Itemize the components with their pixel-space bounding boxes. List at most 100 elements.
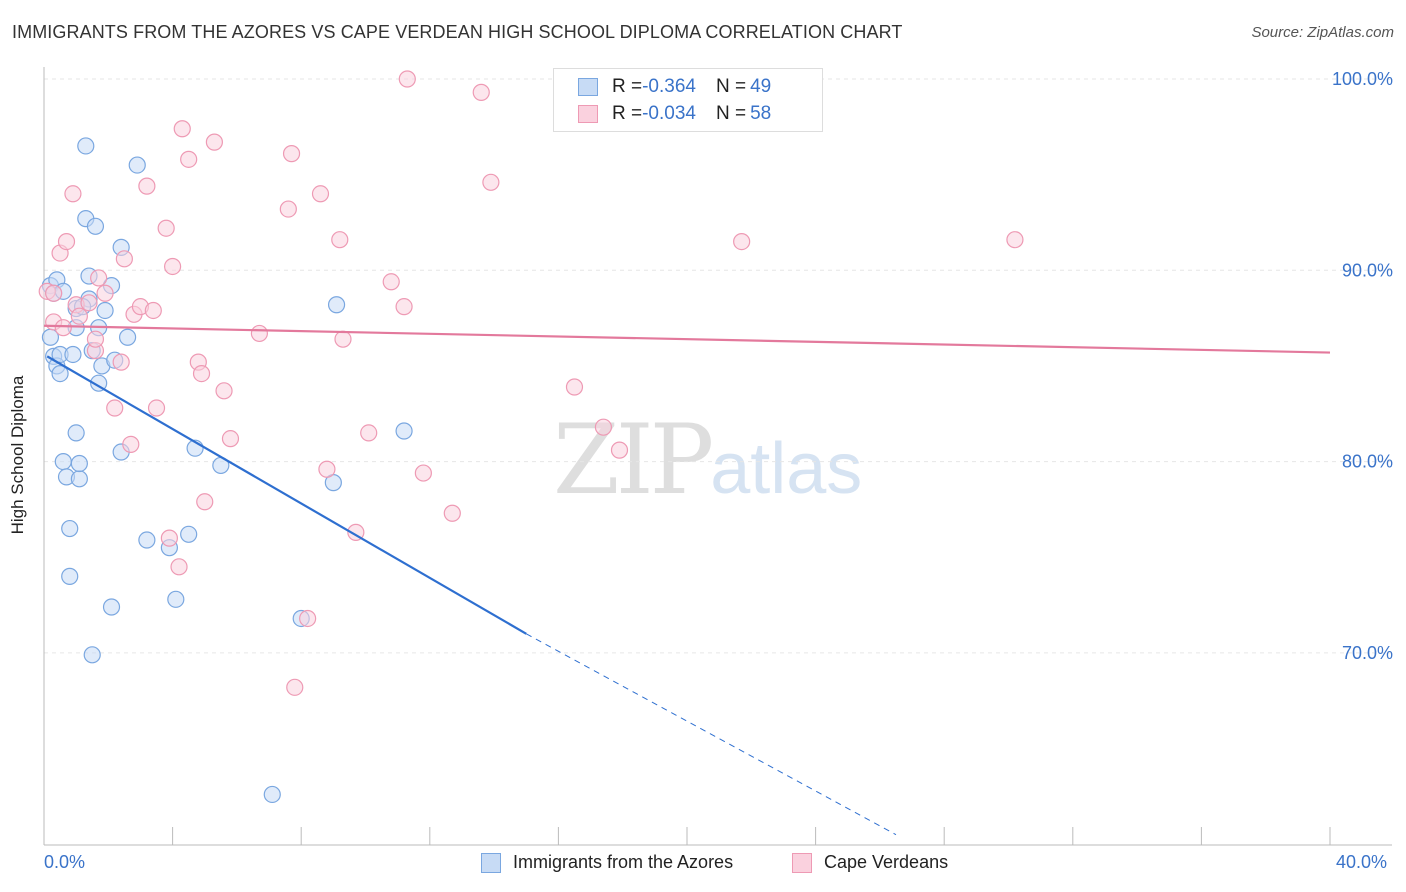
cape-verdean-trend-line xyxy=(43,324,1331,354)
stats-legend-row-cape-verdeans: R = -0.034 N = 58 xyxy=(578,101,771,127)
cape-verdean-point xyxy=(215,382,233,400)
cape-verdean-point xyxy=(414,464,432,482)
cape-verdean-point xyxy=(192,365,211,383)
cape-verdean-point xyxy=(395,298,413,316)
azores-point xyxy=(395,422,413,440)
legend-n-label: N = xyxy=(715,103,747,124)
azores-point xyxy=(167,590,185,608)
cape-verdean-point xyxy=(86,330,105,348)
cape-verdean-point xyxy=(160,529,178,547)
azores-point xyxy=(61,567,79,585)
legend-n-label: N = xyxy=(715,76,747,97)
legend-n-value: 58 xyxy=(750,103,772,124)
azores-point xyxy=(61,519,79,538)
legend-label-azores: Immigrants from the Azores xyxy=(513,852,734,872)
cape-verdean-point xyxy=(164,257,182,276)
azores-point xyxy=(77,137,95,155)
cape-verdean-point xyxy=(122,435,140,453)
azores-point xyxy=(263,785,281,804)
azores-point xyxy=(64,345,82,364)
cape-verdean-point xyxy=(318,460,336,478)
legend-label-cape-verdeans: Cape Verdeans xyxy=(824,852,949,872)
cape-verdean-point xyxy=(173,120,191,138)
cape-verdean-point xyxy=(80,294,98,312)
azores-point xyxy=(90,374,108,392)
azores-point xyxy=(102,598,121,616)
x-tick-min: 0.0% xyxy=(44,852,86,872)
azores-point xyxy=(86,217,105,235)
cape-verdean-point xyxy=(279,200,297,218)
cape-verdean-point xyxy=(594,418,613,436)
legend-swatch-azores xyxy=(578,78,598,96)
cape-verdean-point xyxy=(90,269,108,287)
cape-verdean-point xyxy=(398,70,416,88)
cape-verdean-point xyxy=(443,504,461,522)
azores-trend-extension xyxy=(526,633,897,836)
azores-point xyxy=(327,296,346,314)
cape-verdean-point xyxy=(610,441,629,459)
cape-verdean-point xyxy=(138,177,156,195)
cape-verdean-point xyxy=(57,233,76,251)
y-tick-label: 90.0% xyxy=(1342,260,1393,280)
legend-item-azores: Immigrants from the Azores xyxy=(481,852,733,873)
cape-verdean-point xyxy=(565,378,584,396)
cape-verdean-point xyxy=(70,307,88,325)
cape-verdean-point xyxy=(96,284,114,302)
cape-verdean-point xyxy=(331,231,349,249)
watermark-zip: ZIP xyxy=(553,404,714,516)
stats-legend-row-azores: R = -0.364 N = 49 xyxy=(578,74,771,100)
cape-verdean-point xyxy=(250,324,269,343)
chart-title: IMMIGRANTS FROM THE AZORES VS CAPE VERDE… xyxy=(12,22,903,42)
cape-verdean-point xyxy=(733,233,751,251)
cape-verdean-point xyxy=(221,430,240,448)
azores-point xyxy=(70,454,88,473)
cape-verdean-point xyxy=(382,273,400,291)
azores-point xyxy=(96,301,114,320)
watermark: ZIPatlas xyxy=(553,404,862,516)
cape-verdean-point xyxy=(282,145,301,163)
cape-verdean-point xyxy=(299,609,317,628)
cape-verdean-point xyxy=(311,185,330,203)
cape-verdean-point xyxy=(115,250,133,268)
cape-verdean-point xyxy=(112,353,130,371)
cape-verdean-point xyxy=(64,185,82,203)
legend-swatch-azores xyxy=(481,852,501,873)
cape-verdean-point xyxy=(106,399,124,417)
azores-point xyxy=(67,424,85,442)
legend-r-label: R = xyxy=(612,76,643,97)
legend-swatch-cape-verdeans xyxy=(792,852,812,873)
azores-point xyxy=(118,328,137,346)
azores-point xyxy=(51,365,69,383)
cape-verdean-point xyxy=(147,399,166,417)
cape-verdean-point xyxy=(286,678,304,696)
legend-swatch-cape-verdeans xyxy=(578,105,598,123)
cape-verdean-point xyxy=(157,219,175,237)
cape-verdean-point xyxy=(1006,231,1024,249)
cape-verdean-point xyxy=(360,424,378,442)
legend-r-label: R = xyxy=(612,103,643,124)
legend-n-value: 49 xyxy=(750,76,772,97)
cape-verdean-point xyxy=(205,133,223,151)
cape-verdean-point xyxy=(180,150,198,168)
azores-point xyxy=(128,156,146,174)
azores-point xyxy=(180,525,198,543)
azores-point xyxy=(70,470,88,488)
y-tick-label: 100.0% xyxy=(1332,69,1393,89)
legend-r-value: -0.034 xyxy=(642,103,696,124)
cape-verdean-point xyxy=(170,558,188,576)
azores-point xyxy=(54,453,72,471)
x-tick-max: 40.0% xyxy=(1336,852,1388,872)
cape-verdean-point xyxy=(45,284,63,302)
y-tick-label: 70.0% xyxy=(1342,643,1393,663)
cape-verdean-point xyxy=(472,83,490,101)
cape-verdean-point xyxy=(54,319,72,337)
stats-legend: R = -0.364 N = 49 R = -0.034 N = 58 xyxy=(553,68,823,132)
cape-verdean-point xyxy=(482,173,500,191)
legend-r-value: -0.364 xyxy=(642,76,696,97)
azores-trend-line xyxy=(46,355,527,635)
azores-point xyxy=(138,531,156,549)
source-label: Source: ZipAtlas.com xyxy=(1251,24,1394,41)
y-tick-label: 80.0% xyxy=(1342,452,1393,472)
cape-verdean-point xyxy=(144,301,162,320)
